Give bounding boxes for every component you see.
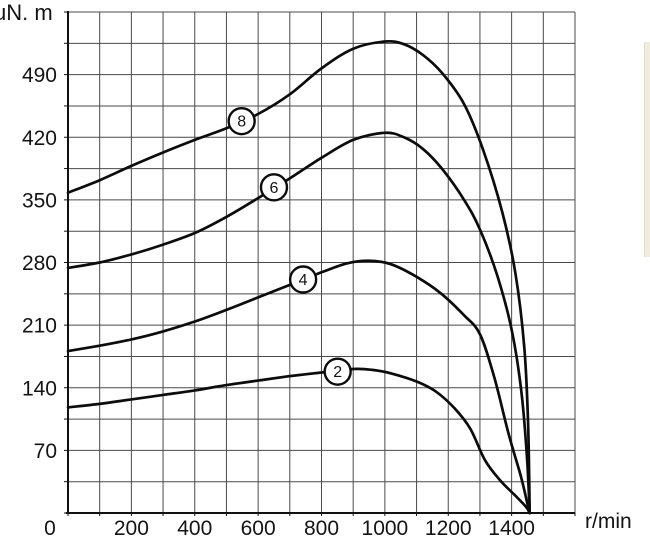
curve-label-text-4: 4	[299, 272, 308, 289]
curve-4	[66, 259, 532, 515]
x-tick-label-800: 800	[304, 517, 339, 538]
y-tick-label-210: 210	[22, 315, 57, 338]
x-tick-label-1000: 1000	[362, 517, 409, 538]
curve-2	[66, 367, 532, 515]
x-tick-label-1200: 1200	[425, 517, 472, 538]
curve-label-circle-2	[323, 357, 352, 386]
y-tick-label-490: 490	[22, 64, 57, 87]
page-edge-artifact	[644, 42, 650, 257]
axis-ticks	[64, 11, 576, 516]
x-tick-label-1400: 1400	[488, 517, 535, 538]
curve-label-6: 6	[259, 173, 289, 202]
curve-label-8: 8	[227, 106, 256, 136]
curve-label-circle-4	[288, 265, 318, 294]
y-tick-label-280: 280	[22, 252, 57, 275]
curve-label-2: 2	[323, 357, 352, 386]
x-tick-label-400: 400	[177, 517, 212, 538]
curve-8	[66, 39, 532, 515]
y-tick-label-350: 350	[22, 189, 57, 212]
curve-label-circle-6	[259, 173, 289, 202]
y-axis-title: uN. m	[0, 0, 53, 25]
y-tick-labels: 70 140 210 280 350 420 490	[22, 64, 57, 463]
origin-label: 0	[44, 517, 56, 538]
curve-label-4: 4	[288, 265, 318, 294]
x-tick-label-200: 200	[114, 517, 149, 538]
y-tick-label-140: 140	[22, 377, 57, 400]
curve-6	[66, 131, 532, 515]
x-axis-title: r/min	[585, 510, 632, 533]
curve-label-text-2: 2	[333, 364, 342, 381]
grid-lines	[67, 11, 576, 514]
curve-label-text-6: 6	[270, 180, 279, 197]
y-tick-label-420: 420	[22, 127, 57, 150]
y-tick-label-70: 70	[34, 440, 57, 463]
curve-label-text-8: 8	[237, 114, 246, 131]
x-tick-label-600: 600	[241, 517, 276, 538]
axes	[66, 11, 575, 514]
x-tick-labels: 200 400 600 800 1000 1200 1400	[114, 517, 535, 538]
curve-label-circle-8	[227, 106, 256, 136]
